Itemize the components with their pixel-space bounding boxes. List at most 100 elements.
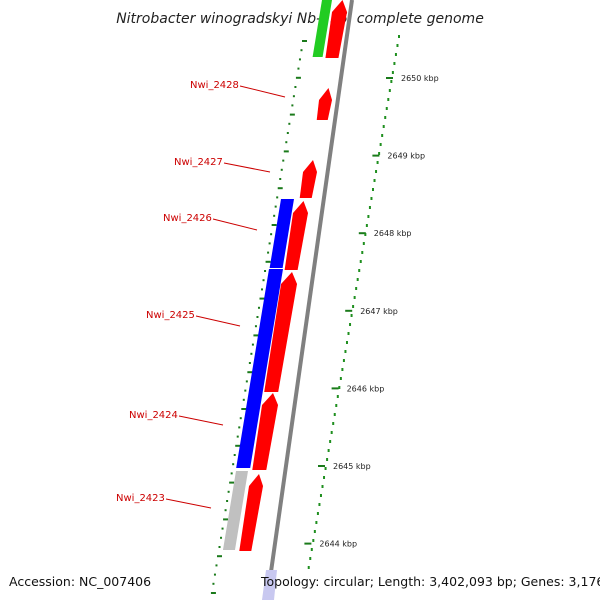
inner-dot <box>245 380 248 383</box>
outer-dot <box>352 305 355 308</box>
tick-label: 2647 kbp <box>360 307 398 316</box>
gene-label[interactable]: Nwi_2423 <box>116 493 165 504</box>
inner-dot <box>276 196 279 199</box>
outer-dot <box>316 512 319 515</box>
inner-dot <box>210 592 216 594</box>
outer-dot <box>396 44 399 47</box>
gene-feature-blue[interactable] <box>269 199 294 268</box>
inner-dot <box>254 325 257 328</box>
outer-dot <box>388 89 391 92</box>
gene-feature-forward[interactable] <box>264 272 298 392</box>
gene-feature-forward[interactable] <box>252 393 279 470</box>
outer-dot <box>321 485 324 488</box>
genome-backbone <box>265 0 354 600</box>
gene-feature-forward[interactable] <box>299 160 318 198</box>
inner-dot <box>280 168 283 171</box>
gene-feature-blue[interactable] <box>236 269 283 468</box>
gene-label[interactable]: Nwi_2428 <box>190 80 239 91</box>
gene-feature-partial[interactable] <box>262 570 277 600</box>
inner-dot <box>233 454 236 456</box>
inner-dot <box>224 509 227 512</box>
tick-label: 2649 kbp <box>387 152 425 161</box>
inner-dot <box>265 260 271 263</box>
inner-dot <box>300 49 303 52</box>
inner-dot <box>291 104 294 107</box>
outer-dot <box>393 62 396 65</box>
outer-dot <box>368 206 371 209</box>
outer-dot <box>371 188 374 191</box>
outer-dot <box>359 260 362 263</box>
gene-label[interactable]: Nwi_2427 <box>174 157 223 168</box>
inner-dot <box>235 444 241 447</box>
inner-dot <box>241 408 247 410</box>
outer-dot <box>381 134 384 137</box>
inner-dot <box>294 86 297 88</box>
inner-dot <box>212 582 215 585</box>
outer-dot <box>319 494 322 497</box>
outer-dot <box>353 296 356 299</box>
gene-leader-line <box>212 218 258 231</box>
inner-dot <box>256 316 259 318</box>
inner-dot <box>283 150 289 153</box>
gene-label[interactable]: Nwi_2426 <box>163 213 212 224</box>
inner-dot <box>270 233 273 236</box>
outer-dot <box>370 197 373 200</box>
outer-dot <box>378 152 381 155</box>
inner-dot <box>273 214 276 217</box>
gene-label-layer: Nwi_2428 Nwi_2427 Nwi_2426 Nwi_2425 Nwi_2424… <box>116 80 286 509</box>
outer-dot <box>335 404 338 407</box>
inner-dot <box>261 288 264 291</box>
inner-dot <box>227 490 230 493</box>
inner-dot <box>242 398 245 401</box>
outer-dot <box>336 395 339 398</box>
gene-feature-green[interactable] <box>312 0 332 57</box>
inner-dot <box>302 40 307 42</box>
outer-dot <box>315 521 318 524</box>
outer-dot <box>339 377 342 380</box>
gene-leader-line <box>178 415 224 426</box>
gene-label[interactable]: Nwi_2424 <box>129 410 178 421</box>
inner-dot <box>268 242 271 245</box>
inner-dot <box>239 417 242 420</box>
accession-text: Accession: NC_007406 <box>9 574 152 589</box>
tick-label: 2645 kbp <box>333 462 371 471</box>
outer-dot <box>310 548 313 551</box>
gene-feature-forward[interactable] <box>316 88 333 120</box>
outer-dot <box>398 35 400 38</box>
outer-dot <box>375 170 378 173</box>
outer-dot <box>355 287 358 290</box>
gene-feature-forward[interactable] <box>239 474 264 551</box>
outer-dot <box>373 179 376 182</box>
outer-dot <box>344 350 347 353</box>
outer-dot <box>318 503 321 506</box>
outer-dot <box>391 71 394 74</box>
inner-dot-ring <box>210 35 400 594</box>
outer-dot <box>367 215 370 218</box>
outer-dot <box>364 233 367 236</box>
outer-dot <box>342 359 345 362</box>
inner-dot <box>230 472 233 475</box>
inner-dot <box>271 224 277 226</box>
inner-dot <box>251 343 254 346</box>
gene-label[interactable]: Nwi_2425 <box>146 310 195 321</box>
outer-dot <box>379 143 382 146</box>
outer-dot <box>356 278 359 281</box>
gene-feature-gray[interactable] <box>222 471 248 550</box>
outer-dot <box>333 413 336 416</box>
inner-dot <box>232 463 235 466</box>
inner-dot <box>292 95 295 98</box>
tick-label: 2650 kbp <box>401 74 439 83</box>
gene-feature-forward[interactable] <box>284 201 309 270</box>
gene-leader-line <box>165 498 212 509</box>
topology-text: Topology: circular; Length: 3,402,093 bp… <box>261 574 600 589</box>
outer-dot <box>394 53 397 56</box>
outer-dot <box>358 269 361 272</box>
outer-dot <box>382 125 385 128</box>
inner-dot <box>238 426 241 429</box>
gene-leader-line <box>195 315 241 327</box>
gene-feature-forward[interactable] <box>325 0 348 58</box>
outer-dot <box>326 458 329 461</box>
inner-dot <box>253 334 259 337</box>
inner-dot <box>226 500 229 502</box>
inner-dot <box>288 122 291 125</box>
